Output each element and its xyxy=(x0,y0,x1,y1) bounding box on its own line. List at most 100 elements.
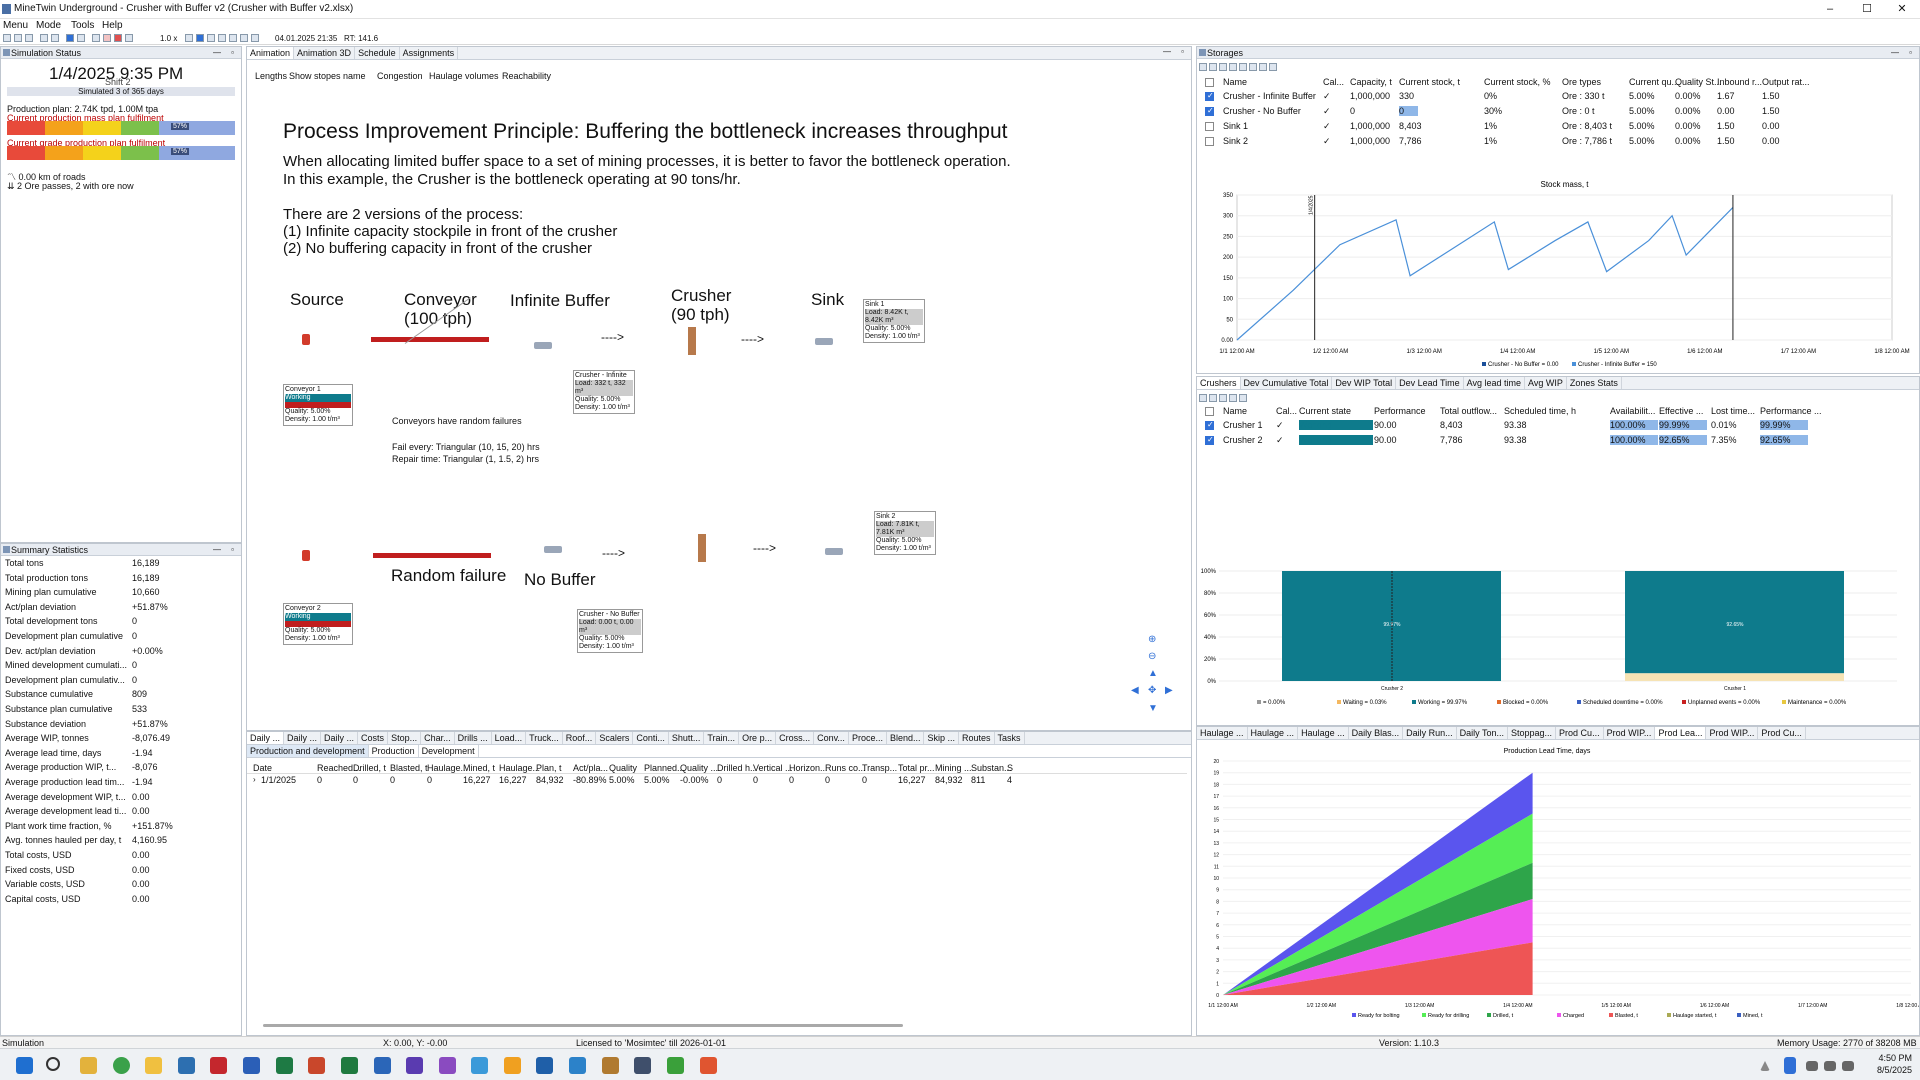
report-tab[interactable]: Scalers xyxy=(596,732,634,744)
sink-2-card[interactable]: Sink 2 Load: 7.81K t, 7.81K m³ Quality: … xyxy=(874,511,936,555)
chrome-icon[interactable] xyxy=(113,1057,130,1074)
show-stopes-name-button[interactable]: Show stopes name xyxy=(289,71,366,81)
report-tab[interactable]: Truck... xyxy=(526,732,563,744)
table-header[interactable]: Quality xyxy=(609,763,638,773)
production-chart-tab[interactable]: Daily Ton... xyxy=(1457,727,1508,739)
table-header[interactable]: Total outflow... xyxy=(1440,406,1498,416)
volume-icon[interactable] xyxy=(1842,1061,1854,1071)
production-chart-tab[interactable]: Daily Run... xyxy=(1403,727,1457,739)
infinite-buffer-icon[interactable] xyxy=(534,342,552,349)
clock-time[interactable]: 4:50 PM xyxy=(1878,1053,1912,1063)
menu-item-tools[interactable]: Tools xyxy=(71,20,95,31)
lengths-button[interactable]: Lengths xyxy=(255,71,288,81)
report-tab[interactable]: Costs xyxy=(358,732,389,744)
table-header[interactable]: Runs co... xyxy=(825,763,866,773)
table-header[interactable]: Cal... xyxy=(1323,77,1345,87)
app-icon-10[interactable] xyxy=(667,1057,684,1074)
production-chart-tab[interactable]: Prod Cu... xyxy=(1556,727,1604,739)
menu-item-menu[interactable]: Menu xyxy=(3,20,29,31)
copy-icon[interactable] xyxy=(1209,63,1217,71)
table-header[interactable]: Total pr... xyxy=(898,763,935,773)
row-checkbox[interactable] xyxy=(1205,137,1214,146)
record-icon[interactable] xyxy=(229,34,237,42)
menu-item-mode[interactable]: Mode xyxy=(36,20,62,31)
table-header[interactable]: Scheduled time, h xyxy=(1504,406,1577,416)
crushers-tab[interactable]: Avg WIP xyxy=(1525,377,1567,389)
report-tab[interactable]: Load... xyxy=(492,732,527,744)
bar-working[interactable] xyxy=(1625,571,1844,674)
select-all-checkbox[interactable] xyxy=(1205,78,1214,87)
production-chart-tab[interactable]: Prod WIP... xyxy=(1604,727,1656,739)
pan-right-icon[interactable]: ▶ xyxy=(1165,685,1173,696)
table-header[interactable]: Effective ... xyxy=(1659,406,1704,416)
table-header[interactable]: Drilled, t xyxy=(353,763,387,773)
acrobat-icon[interactable] xyxy=(210,1057,227,1074)
word-icon[interactable] xyxy=(243,1057,260,1074)
report-tab[interactable]: Blend... xyxy=(887,732,925,744)
table-header[interactable]: Reached... xyxy=(317,763,361,773)
save-icon[interactable] xyxy=(25,34,33,42)
table-header[interactable]: Act/pla... xyxy=(573,763,609,773)
screenshot-icon[interactable] xyxy=(240,34,248,42)
visual-studio-icon[interactable] xyxy=(439,1057,456,1074)
refresh-icon[interactable] xyxy=(218,34,226,42)
crusher-1-icon[interactable] xyxy=(688,327,696,355)
subtab-production[interactable]: Production xyxy=(369,745,419,757)
close-button[interactable]: ✕ xyxy=(1897,3,1907,15)
clock-date[interactable]: 8/5/2025 xyxy=(1876,1065,1912,1075)
table-header[interactable]: S xyxy=(1007,763,1014,773)
add-icon[interactable] xyxy=(1199,63,1207,71)
report-tab[interactable]: Drills ... xyxy=(455,732,492,744)
import-icon[interactable] xyxy=(1249,63,1257,71)
add-icon[interactable] xyxy=(1199,394,1207,402)
pan-left-icon[interactable]: ◀ xyxy=(1131,685,1139,696)
microphone-icon[interactable] xyxy=(1784,1057,1796,1074)
step-icon[interactable] xyxy=(92,34,100,42)
table-header[interactable]: Lost time... xyxy=(1711,406,1756,416)
report-tab[interactable]: Routes xyxy=(959,732,995,744)
stop-icon[interactable] xyxy=(114,34,122,42)
production-chart-tab[interactable]: Haulage ... xyxy=(1197,727,1248,739)
crusher-infinite-card[interactable]: Crusher - Infinite Load: 332 t, 332 m³ Q… xyxy=(573,370,635,414)
crushers-tab[interactable]: Dev WIP Total xyxy=(1332,377,1397,389)
source-2-icon[interactable] xyxy=(302,550,310,561)
table-cell[interactable]: Crusher - Infinite Buffer xyxy=(1223,91,1316,101)
production-chart-tab[interactable]: Daily Blas... xyxy=(1349,727,1404,739)
table-header[interactable]: Ore types xyxy=(1562,77,1602,87)
reachability-button[interactable]: Reachability xyxy=(502,71,552,81)
report-tab[interactable]: Train... xyxy=(704,732,740,744)
export-icon[interactable] xyxy=(1239,63,1247,71)
report-tab[interactable]: Conti... xyxy=(633,732,669,744)
app-icon-3[interactable] xyxy=(341,1057,358,1074)
filter-icon[interactable] xyxy=(1229,394,1237,402)
view-icon[interactable] xyxy=(196,34,204,42)
tab-assignments[interactable]: Assignments xyxy=(400,47,459,59)
reset-icon[interactable] xyxy=(125,34,133,42)
network-icon[interactable] xyxy=(1824,1061,1836,1071)
table-header[interactable]: Name xyxy=(1223,77,1248,87)
panel-controls[interactable]: — ▫ xyxy=(212,48,238,57)
app-icon-6[interactable] xyxy=(536,1057,553,1074)
windows-start-icon[interactable] xyxy=(16,1057,33,1074)
table-header[interactable]: Current state xyxy=(1299,406,1352,416)
pan-center-icon[interactable]: ✥ xyxy=(1148,685,1157,696)
row-checkbox[interactable] xyxy=(1205,106,1214,116)
table-cell[interactable]: Crusher - No Buffer xyxy=(1223,106,1301,116)
crushers-tab[interactable]: Zones Stats xyxy=(1567,377,1622,389)
production-chart-tab[interactable]: Prod WIP... xyxy=(1706,727,1759,739)
report-tab[interactable]: Daily ... xyxy=(321,732,359,744)
row-expand-icon[interactable]: › xyxy=(253,775,256,784)
report-tab[interactable]: Daily ... xyxy=(284,732,322,744)
run-icon[interactable] xyxy=(66,34,74,42)
table-header[interactable]: Vertical ... xyxy=(753,763,793,773)
report-tab[interactable]: Stop... xyxy=(388,732,422,744)
app-icon-8[interactable] xyxy=(602,1057,619,1074)
tab-animation[interactable]: Animation xyxy=(247,47,295,59)
production-chart-tab[interactable]: Haulage ... xyxy=(1248,727,1299,739)
pause-icon[interactable] xyxy=(77,34,85,42)
tray-chevron-icon[interactable] xyxy=(1760,1061,1770,1071)
report-tab[interactable]: Skip ... xyxy=(924,732,959,744)
settings-icon[interactable] xyxy=(1259,63,1267,71)
table-header[interactable]: Mined, t xyxy=(463,763,496,773)
table-header[interactable]: Current qu... xyxy=(1629,77,1680,87)
